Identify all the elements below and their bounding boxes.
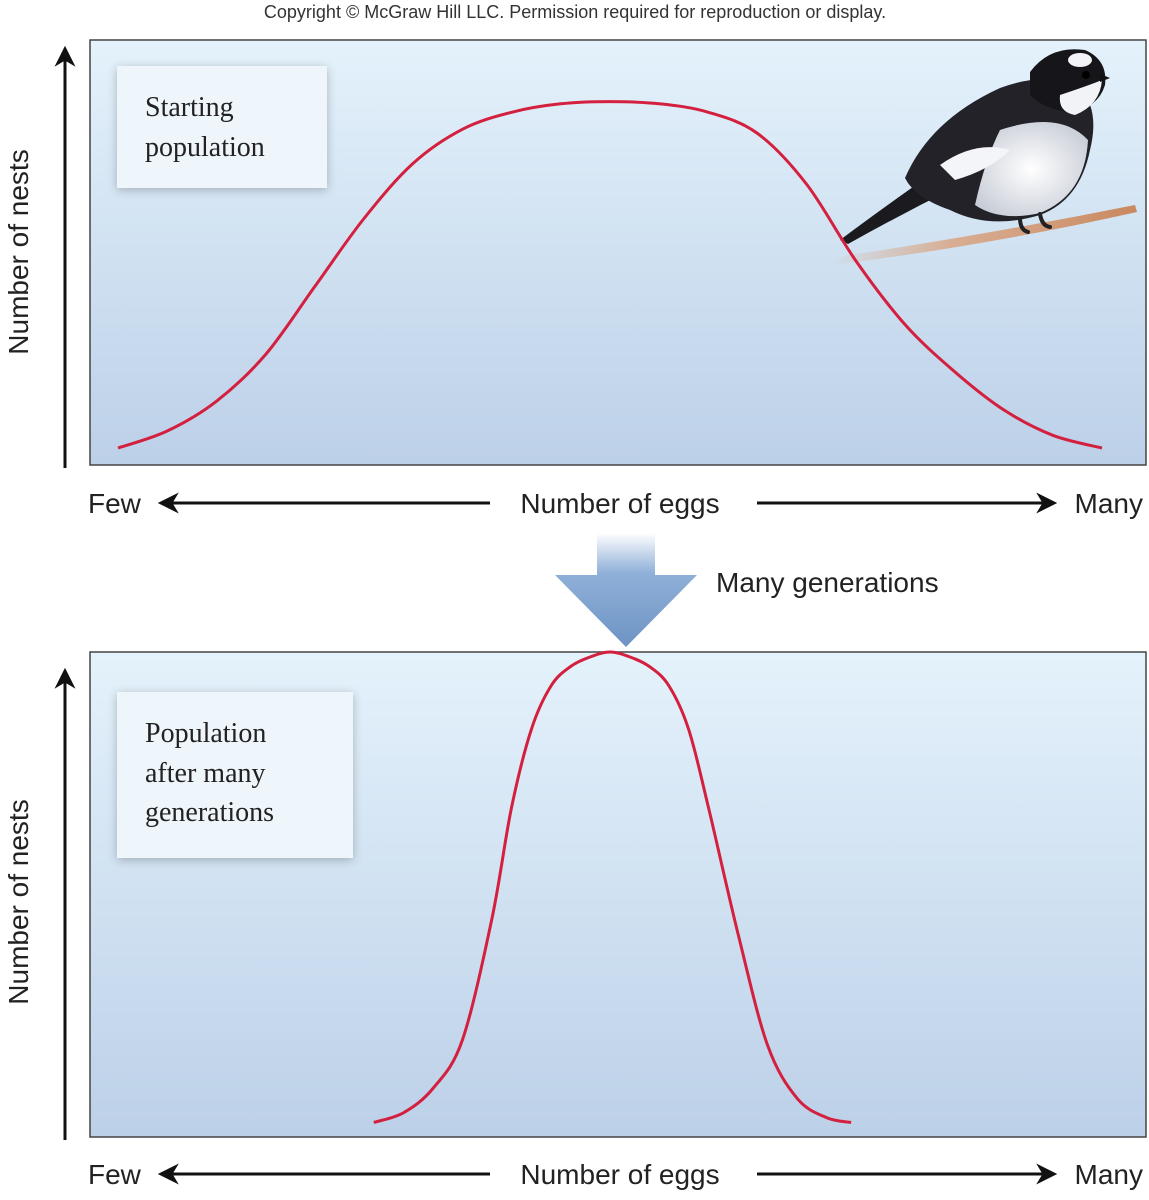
label-box — [117, 66, 327, 188]
transition-label: Many generations — [716, 567, 939, 598]
label-box-line: generations — [145, 797, 274, 828]
bird-illustration — [830, 49, 1137, 265]
transition: Many generations — [555, 533, 939, 647]
series-curve — [373, 650, 852, 1124]
label-box-text: Starting population — [145, 92, 265, 163]
bird-forehead-patch — [1068, 53, 1092, 67]
x-tick-label-many: Many — [1075, 488, 1143, 519]
bird-belly — [975, 122, 1088, 217]
panel-after-many-generations: Number of nests Population after many ge… — [3, 650, 1147, 1190]
bird-eye — [1082, 71, 1090, 79]
x-axis-label: Number of eggs — [520, 488, 719, 519]
label-box — [117, 692, 353, 858]
copyright-notice: Copyright © McGraw Hill LLC. Permission … — [264, 2, 886, 22]
y-axis-label: Number of nests — [3, 149, 34, 354]
label-box-text: Population after many generations — [145, 718, 274, 828]
label-box-line: Starting — [145, 92, 234, 123]
label-box-line: population — [145, 132, 265, 163]
transition-arrow — [555, 533, 697, 647]
bird-throat — [1059, 80, 1102, 115]
branch — [830, 205, 1137, 265]
y-axis-label: Number of nests — [3, 799, 34, 1004]
bird-feet — [1018, 212, 1052, 234]
panel-starting-population: Number of nests Starting population Few … — [3, 39, 1147, 519]
x-axis-label: Number of eggs — [520, 1159, 719, 1190]
x-tick-label-few: Few — [88, 488, 142, 519]
series-curve — [117, 100, 1103, 450]
label-box-line: Population — [145, 718, 266, 749]
x-tick-label-few: Few — [88, 1159, 142, 1190]
bird-beak — [1100, 74, 1110, 82]
bird-wing-patch — [940, 147, 1010, 180]
label-box-line: after many — [145, 758, 266, 789]
x-tick-label-many: Many — [1075, 1159, 1143, 1190]
